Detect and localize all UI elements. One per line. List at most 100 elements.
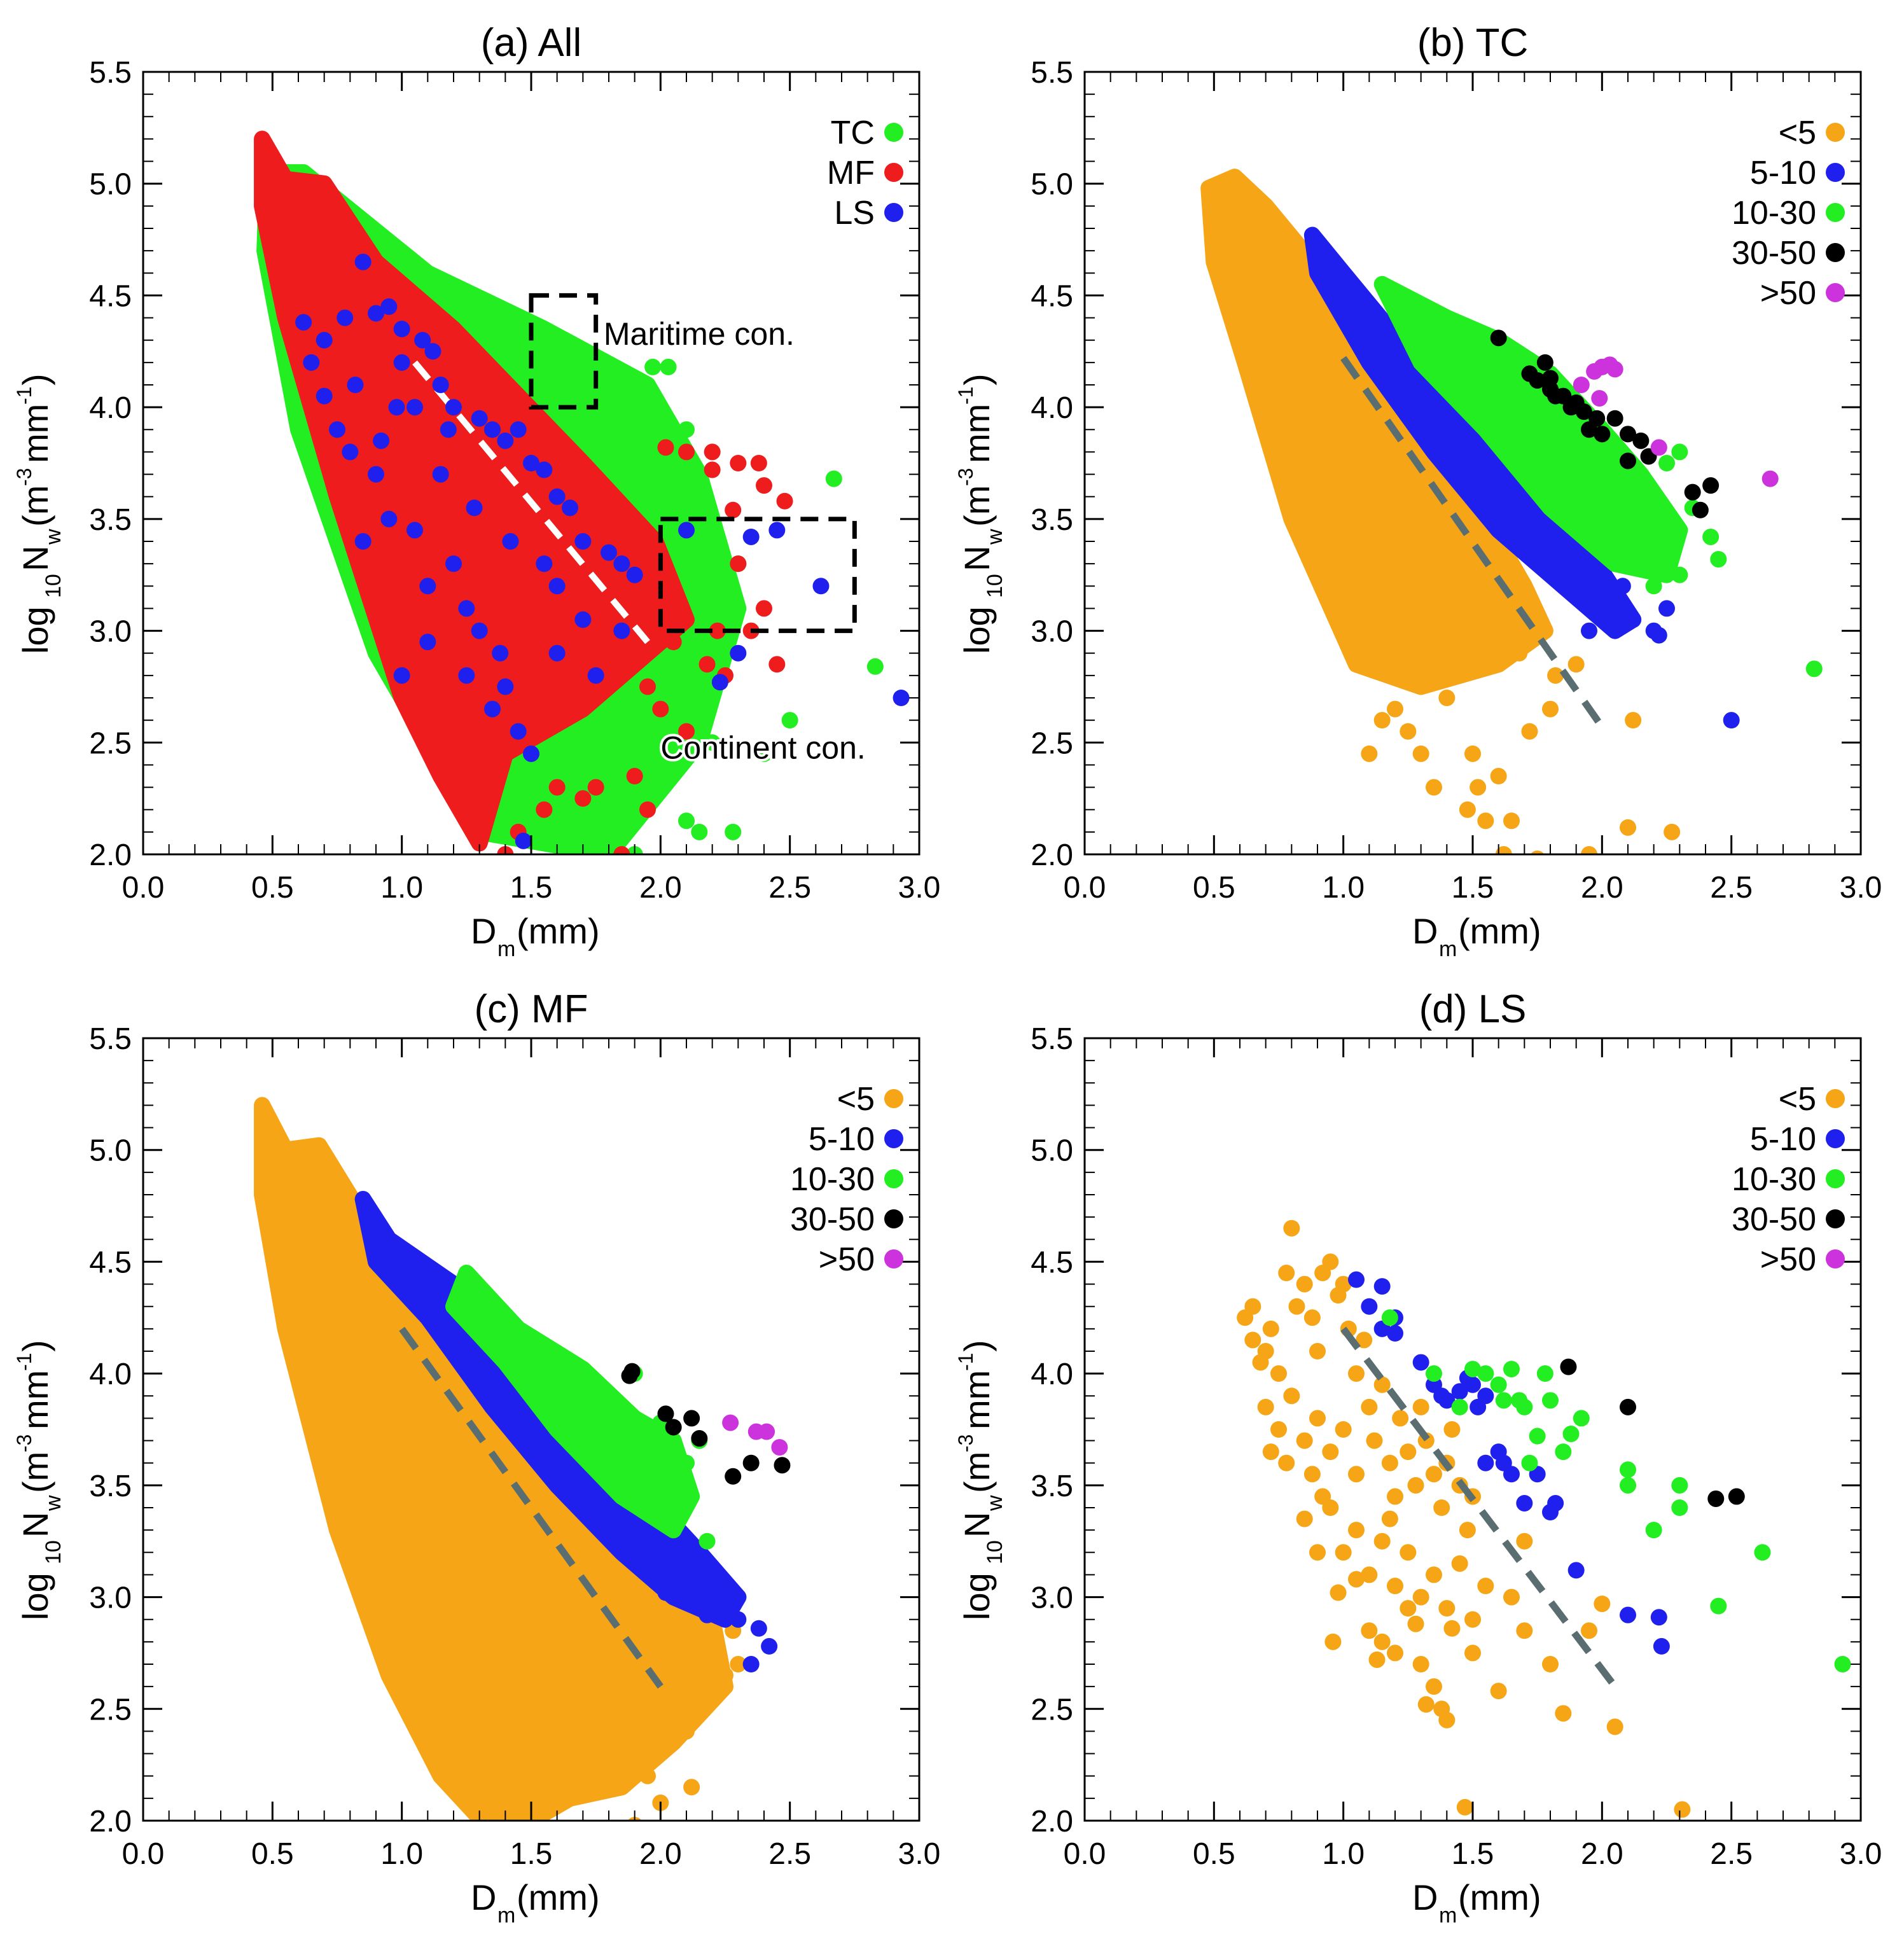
data-point (1314, 1488, 1331, 1505)
x-label-unit: (mm) (1458, 911, 1541, 951)
data-point (389, 1380, 407, 1398)
data-point (1387, 700, 1403, 718)
data-point (637, 1493, 655, 1510)
legend-label: 5-10 (1750, 155, 1816, 191)
data-point (492, 644, 509, 662)
data-point (456, 1711, 473, 1728)
data-point (471, 1296, 488, 1314)
data-point (1348, 1271, 1365, 1288)
y-tick-label: 5.5 (89, 56, 132, 90)
data-point (361, 1220, 378, 1237)
data-point (1483, 419, 1500, 436)
data-point (369, 379, 386, 396)
data-point (1614, 578, 1631, 595)
data-point (523, 745, 539, 762)
data-point (1532, 479, 1549, 496)
x-label-main: D (1412, 911, 1438, 951)
data-point (678, 443, 695, 461)
y-tick-label: 4.5 (89, 1246, 132, 1279)
data-point (1244, 1298, 1261, 1315)
data-point (337, 309, 354, 326)
data-point (893, 690, 910, 706)
data-point (1671, 443, 1688, 461)
data-point (1547, 1494, 1564, 1512)
data-point (1373, 712, 1391, 729)
data-point (356, 1395, 373, 1412)
data-point (555, 1721, 572, 1738)
data-point (1400, 471, 1417, 488)
data-point (1348, 1522, 1365, 1539)
data-point (1754, 1544, 1771, 1561)
data-point (1540, 447, 1557, 464)
data-point (704, 1674, 721, 1691)
data-point (730, 1588, 747, 1606)
legend-label: TC (831, 115, 875, 151)
data-point (520, 1804, 537, 1821)
data-point (500, 1318, 517, 1335)
y-label-unit: (m (15, 485, 55, 527)
data-point (730, 644, 747, 662)
data-point (468, 1599, 485, 1616)
data-point (337, 1352, 354, 1369)
data-point (1560, 432, 1577, 449)
data-point (1278, 1454, 1295, 1471)
data-point (534, 1438, 552, 1456)
data-point (1646, 538, 1663, 555)
data-point (1594, 426, 1611, 443)
data-point (522, 1383, 539, 1400)
data-point (421, 702, 438, 719)
data-point (742, 1656, 760, 1672)
data-point (1805, 660, 1823, 678)
x-axis: 0.0 0.5 1.0 1.5 2.0 2.5 3.0 (122, 1038, 940, 1871)
data-point (761, 1637, 778, 1655)
x-tick-label: 0.0 (122, 1837, 165, 1871)
data-point (514, 1349, 531, 1366)
data-point (601, 723, 617, 740)
data-point (1324, 511, 1341, 529)
data-point (725, 823, 742, 840)
fit-line (412, 360, 650, 644)
y-tick-label: 2.5 (89, 726, 132, 760)
data-point (717, 1600, 733, 1617)
data-point (419, 1288, 436, 1305)
data-point (781, 712, 798, 729)
y-label-sup: -3 (13, 1435, 36, 1452)
data-point (1516, 1532, 1533, 1550)
data-point (537, 1341, 554, 1358)
y-tick-label: 2.0 (1031, 838, 1073, 872)
data-point (463, 749, 480, 766)
data-point (1351, 397, 1368, 414)
data-point (587, 809, 604, 826)
data-point (1373, 1278, 1391, 1295)
y-label-sub10: 10 (41, 1540, 66, 1564)
panel-title: (d) LS (1419, 987, 1527, 1031)
data-point (1453, 447, 1470, 464)
data-point (1664, 823, 1681, 840)
data-point (1537, 420, 1554, 438)
y-tick-label: 3.0 (1031, 615, 1073, 649)
data-point (338, 1197, 356, 1214)
data-point (1347, 612, 1364, 629)
data-point (1412, 1354, 1429, 1371)
data-point (1620, 1461, 1636, 1478)
data-point (368, 466, 384, 483)
data-point (498, 1346, 515, 1363)
y-tick-label: 3.5 (1031, 1470, 1073, 1503)
data-point (657, 439, 674, 456)
data-point (685, 534, 702, 551)
data-point (1415, 406, 1432, 423)
data-point (1710, 551, 1727, 568)
data-point (548, 779, 566, 796)
data-point (548, 835, 566, 852)
data-point (1576, 562, 1594, 579)
data-point (1334, 466, 1351, 483)
data-point (555, 606, 573, 623)
y-label-unit: ) (957, 1340, 997, 1352)
data-point (1459, 1522, 1476, 1539)
data-point (1307, 531, 1324, 548)
plot-area (1237, 1220, 1851, 1818)
data-point (613, 1435, 630, 1452)
data-point (1296, 1432, 1313, 1449)
data-point (1578, 597, 1595, 615)
data-point (388, 1243, 405, 1260)
